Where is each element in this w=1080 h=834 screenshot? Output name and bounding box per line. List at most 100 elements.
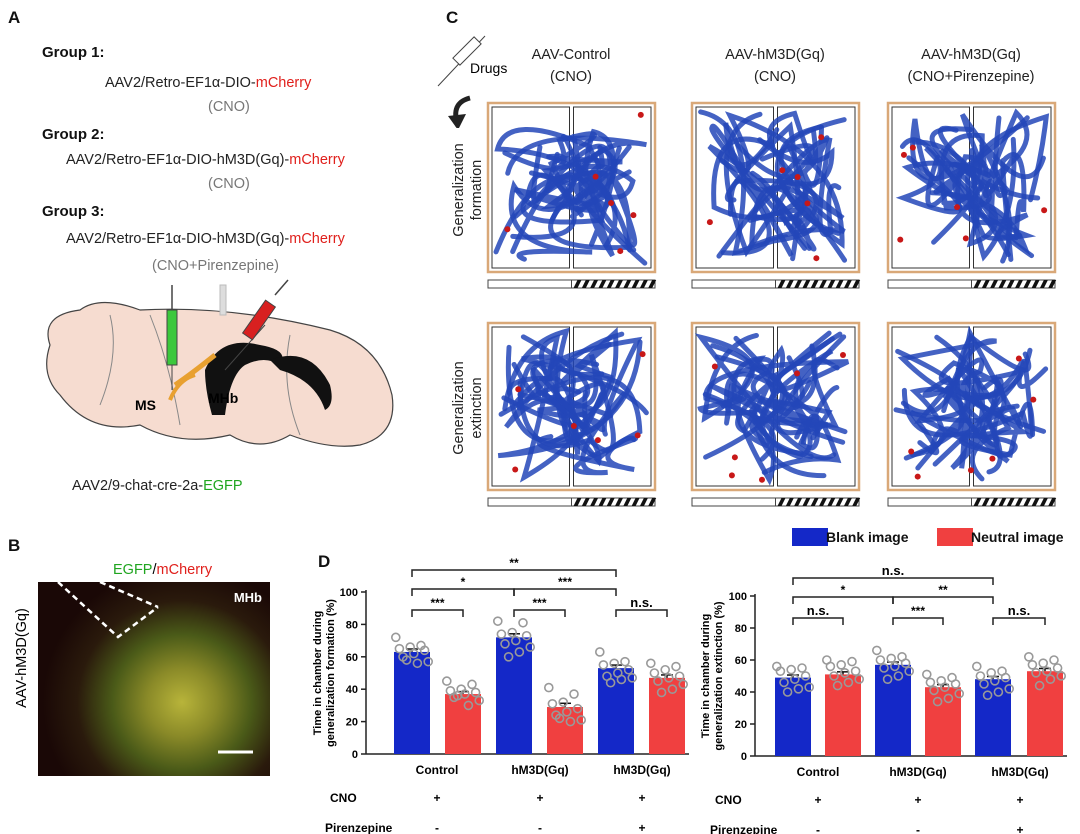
data-point: [900, 658, 911, 669]
hotspot: [630, 212, 637, 219]
pirenzepine-sign: +: [638, 821, 645, 834]
mcherry-text: mCherry: [156, 562, 213, 578]
stripe: [852, 498, 861, 506]
data-point: [1034, 680, 1045, 691]
data-point: [674, 671, 685, 682]
hotspot: [900, 151, 907, 158]
data-point: [1000, 672, 1011, 683]
data-point: [1049, 655, 1059, 665]
group-2-title: Group 2:: [42, 126, 105, 143]
data-point: [889, 661, 900, 672]
hotspot: [989, 455, 996, 462]
panel-b-label: B: [8, 536, 21, 555]
pirenzepine-sign: -: [816, 823, 820, 834]
data-point: [1045, 674, 1056, 685]
data-point: [836, 659, 847, 670]
data-point: [503, 651, 514, 662]
data-point: [419, 645, 430, 656]
bar: [598, 668, 634, 754]
data-point: [423, 656, 434, 667]
column-header: AAV-hM3D(Gq) (CNO): [675, 44, 875, 88]
stripe: [1006, 280, 1015, 288]
stripe: [648, 498, 657, 506]
data-point: [565, 716, 576, 727]
group-3-title: Group 3:: [42, 203, 105, 220]
ms-label: MS: [135, 397, 156, 413]
hotspot: [594, 437, 601, 444]
data-point: [954, 688, 965, 699]
y-tick-label: 40: [735, 687, 747, 699]
hotspot: [639, 351, 646, 358]
data-point: [850, 666, 861, 677]
legend-swatch-blank: [792, 528, 828, 546]
category-label: hM3D(Gq): [889, 765, 946, 779]
data-point: [572, 703, 583, 714]
significance-label: ***: [911, 604, 925, 618]
hotspot: [634, 432, 641, 439]
track-path: [901, 358, 1049, 439]
data-point: [825, 661, 836, 672]
data-point: [1052, 663, 1063, 673]
data-point: [649, 668, 660, 678]
stripe: [639, 280, 648, 288]
bar: [496, 637, 532, 754]
data-point: [886, 653, 897, 664]
data-point: [1042, 666, 1052, 677]
data-point: [989, 675, 1000, 686]
data-point: [854, 674, 865, 685]
significance-label: *: [841, 583, 846, 597]
data-point: [496, 629, 507, 639]
bar: [775, 677, 811, 756]
stripe: [581, 498, 590, 506]
data-point: [623, 664, 634, 675]
stripe: [981, 280, 990, 288]
stripe: [852, 280, 861, 288]
significance-label: n.s.: [630, 595, 652, 610]
data-point: [943, 693, 954, 704]
stripe: [648, 280, 657, 288]
egfp-text: EGFP: [113, 562, 153, 578]
pirenzepine-sign: -: [435, 821, 439, 834]
chat-cre-construct: AAV2/9-chat-cre-2a-EGFP: [72, 478, 243, 494]
data-point: [394, 643, 405, 654]
stripe: [598, 280, 607, 288]
hotspot: [914, 473, 921, 480]
data-point: [514, 647, 525, 657]
legend-swatch-neutral: [937, 528, 973, 546]
y-tick-label: 0: [352, 749, 358, 761]
cno-sign: +: [814, 793, 821, 807]
y-tick-label: 60: [735, 655, 747, 667]
stripe: [573, 498, 582, 506]
y-tick-label: 60: [346, 652, 358, 664]
stripe: [835, 280, 844, 288]
track-path: [761, 413, 842, 475]
significance-label: **: [938, 583, 948, 597]
data-point: [950, 679, 961, 689]
stripe: [615, 280, 623, 288]
data-point: [412, 658, 423, 669]
stripe: [606, 280, 615, 288]
data-point: [671, 661, 681, 672]
significance-label: n.s.: [807, 603, 829, 618]
stripe: [827, 280, 836, 288]
data-point: [804, 682, 815, 693]
brain-sagittal-illustration: MS MHb: [46, 279, 394, 447]
hotspot: [637, 111, 644, 118]
stripe: [590, 280, 599, 288]
column-line2: (CNO): [754, 69, 796, 85]
bar: [925, 687, 961, 756]
data-point: [1031, 667, 1041, 678]
stripe: [1048, 280, 1057, 288]
microscopy-image: MHb: [38, 582, 270, 776]
track-path: [903, 376, 1004, 461]
category-label: hM3D(Gq): [991, 765, 1048, 779]
group-3-construct: AAV2/Retro-EF1α-DIO-hM3D(Gq)-mCherry: [66, 231, 345, 247]
data-point: [1056, 671, 1066, 681]
stripe: [1048, 498, 1057, 506]
data-point: [470, 687, 481, 698]
track-path: [531, 143, 613, 204]
data-point: [620, 656, 630, 667]
hotspot: [794, 173, 801, 180]
hotspot: [818, 134, 825, 141]
